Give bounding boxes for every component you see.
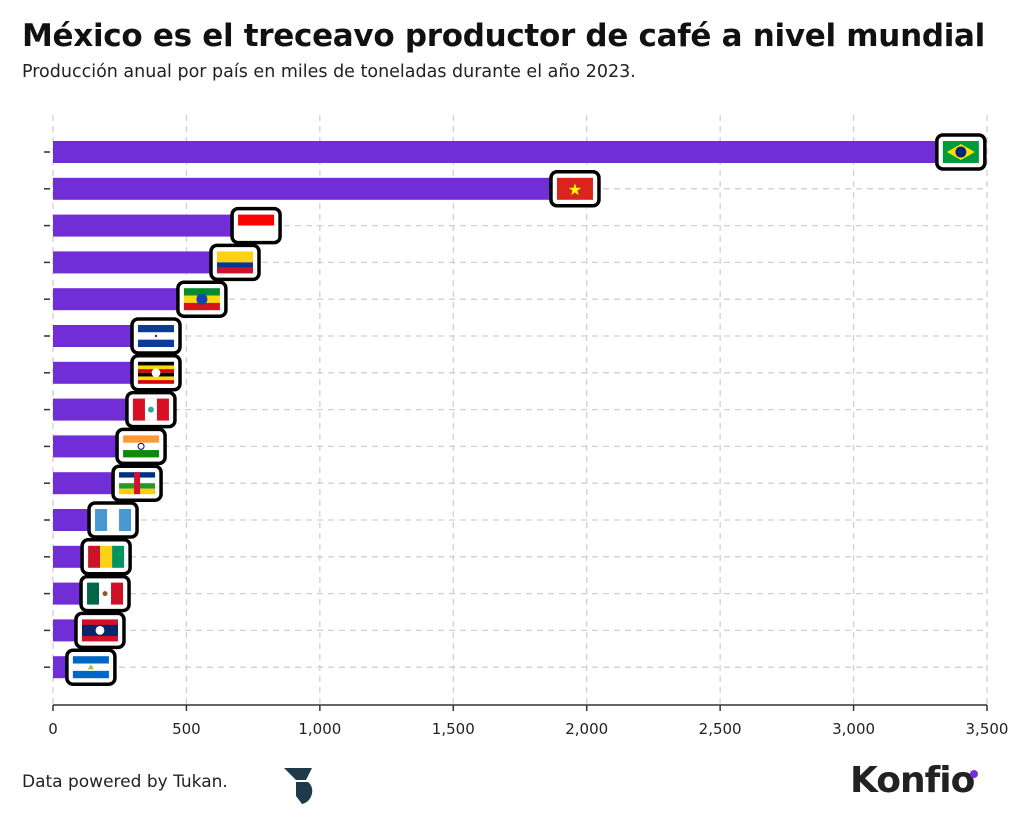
x-tick-label: 3,000: [832, 720, 875, 738]
bar-chart: 0 500 1,000 1,500 2,000 2,500 3,000 3,500 ★: [44, 115, 1009, 738]
flag-guinea-icon: [80, 538, 132, 576]
flag-brasil-icon: [935, 133, 987, 171]
bar: [53, 177, 575, 200]
bar: [53, 288, 202, 311]
flag-uganda-icon: [130, 354, 182, 392]
flag-mexico-icon: [79, 574, 131, 613]
chart-subtitle: Producción anual por país en miles de to…: [22, 62, 636, 82]
flag-vietnam-icon: ★: [549, 170, 601, 208]
x-tick-label: 500: [172, 720, 201, 738]
x-tick-label: 3,500: [966, 720, 1009, 738]
flag-indonesia-icon: [230, 206, 282, 245]
flag-honduras-icon: [130, 317, 182, 355]
flag-nicaragua-icon: [65, 648, 117, 686]
flag-colombia-icon: [209, 243, 261, 282]
x-tick-label: 2,500: [699, 720, 742, 738]
svg-text:★: ★: [568, 180, 582, 199]
tukan-icon: [284, 768, 313, 804]
x-tick-label: 1,500: [432, 720, 475, 738]
flag-peru-icon: [125, 390, 177, 429]
konfio-logo-dot: [970, 770, 978, 778]
bar: [53, 325, 157, 347]
flag-laos-icon: [74, 611, 126, 650]
x-tick-label: 1,000: [298, 720, 341, 738]
bar: [53, 214, 257, 237]
flag-india-icon: [115, 427, 167, 466]
flag-republica-centroafricana-icon: [111, 464, 163, 502]
x-tick-label: 0: [48, 720, 58, 738]
bar: [53, 141, 961, 163]
flag-guatemala-icon: [87, 501, 139, 539]
chart-title: México es el treceavo productor de café …: [22, 18, 985, 54]
bar: [53, 251, 235, 274]
bar: [53, 361, 157, 384]
flag-etiopia-icon: [176, 280, 228, 318]
konfio-logo: Konfio: [850, 760, 975, 801]
x-tick-label: 2,000: [565, 720, 608, 738]
data-source: Data powered by Tukan.: [22, 772, 228, 792]
